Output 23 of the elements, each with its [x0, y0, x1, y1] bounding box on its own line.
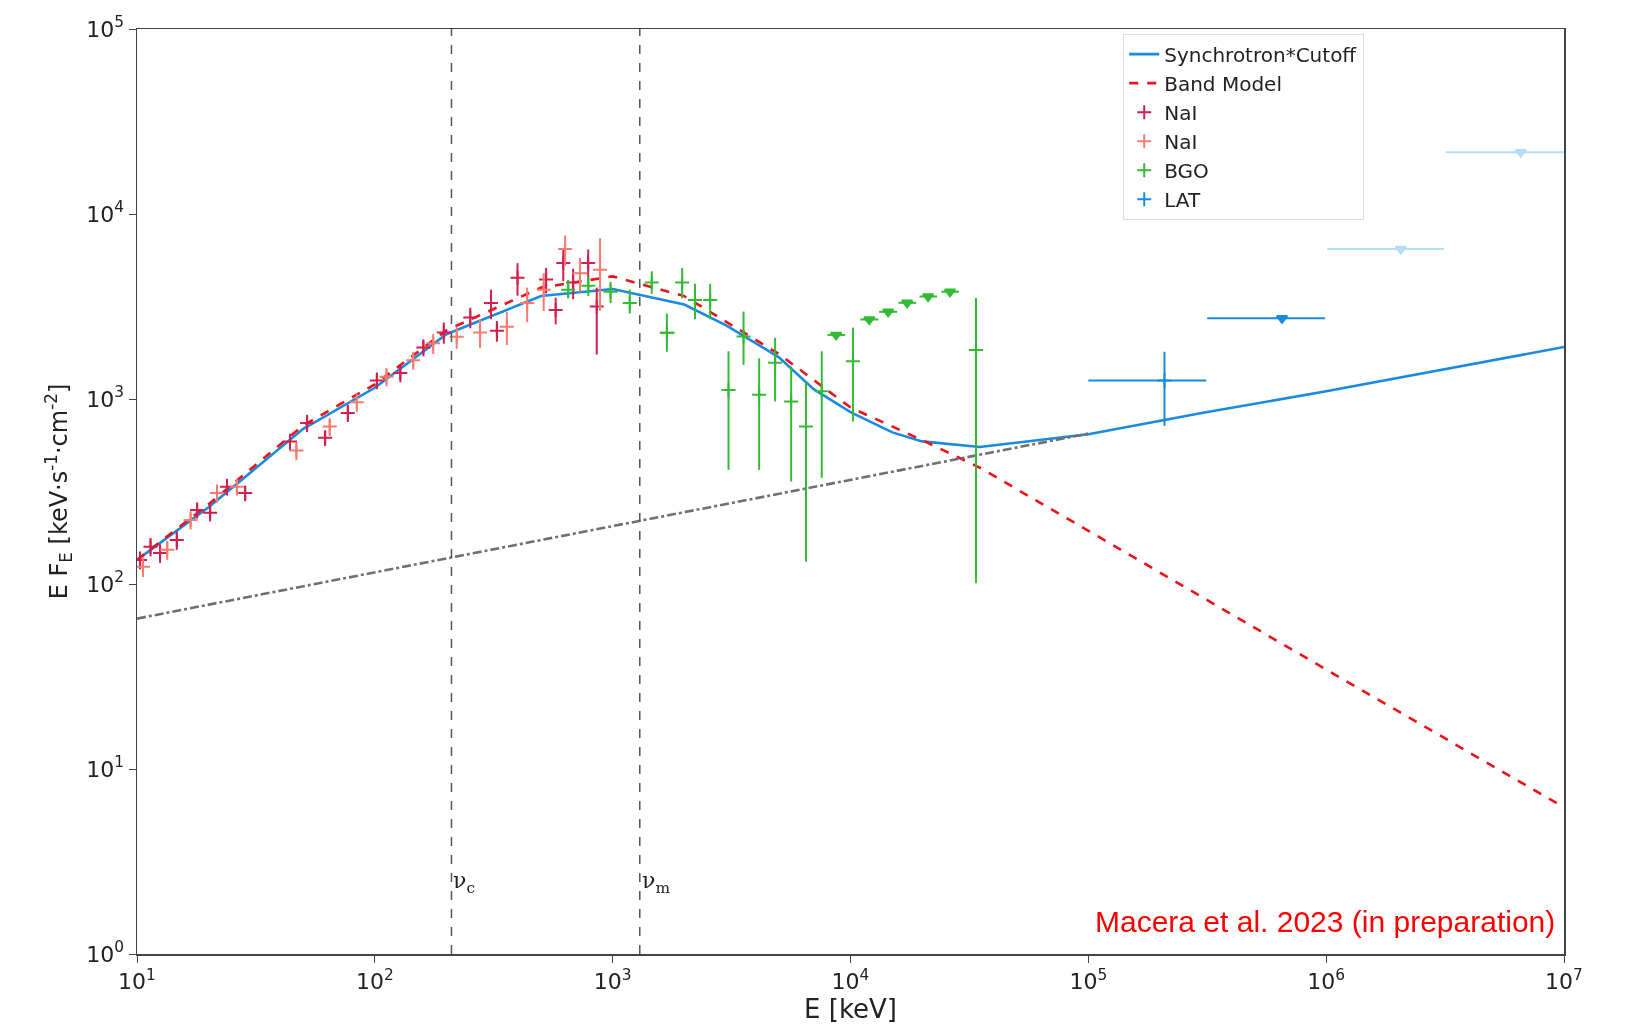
x-tick-label: 10$^{5}$	[1069, 965, 1108, 994]
x-tick-label: 10$^{3}$	[593, 965, 632, 994]
annotation: Macera et al. 2023 (in preparation)	[1095, 905, 1556, 938]
y-tick-label: 10$^{2}$	[86, 568, 125, 597]
x-tick-label: 10$^{6}$	[1307, 965, 1346, 994]
ref-line-label: ν$_{m}$	[642, 868, 671, 897]
legend-label: BGO	[1164, 158, 1209, 183]
x-tick-label: 10$^{4}$	[831, 965, 870, 994]
y-tick-label: 10$^{4}$	[86, 198, 125, 227]
y-tick-label: 10$^{1}$	[86, 753, 125, 782]
legend-label: Synchrotron*Cutoff	[1164, 42, 1358, 67]
ref-line-label: ν$_{c}$	[453, 868, 475, 897]
y-tick-label: 10$^{0}$	[86, 938, 125, 967]
legend-label: LAT	[1164, 187, 1201, 212]
x-tick-label: 10$^{2}$	[355, 965, 394, 994]
legend-label: Band Model	[1164, 71, 1282, 96]
legend-label: NaI	[1164, 129, 1198, 154]
y-tick-label: 10$^{5}$	[86, 13, 125, 42]
legend-label: NaI	[1164, 100, 1198, 125]
x-tick-label: 10$^{7}$	[1545, 965, 1583, 994]
x-axis-title: E [keV]	[804, 993, 897, 1024]
x-tick-label: 10$^{1}$	[118, 965, 156, 994]
y-tick-label: 10$^{3}$	[86, 383, 125, 412]
